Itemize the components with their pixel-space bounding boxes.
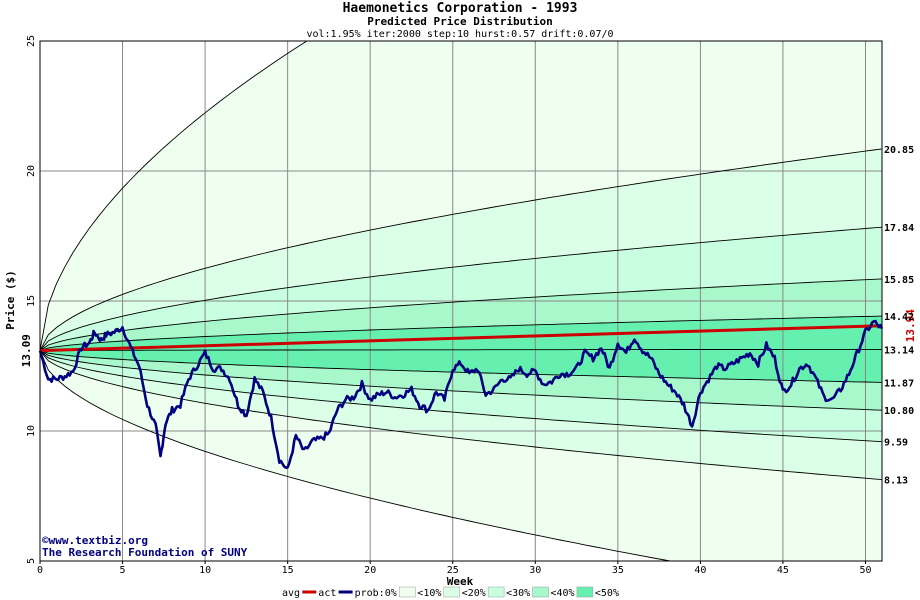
- x-tick-label: 20: [364, 565, 376, 576]
- legend-label: avg: [282, 588, 300, 599]
- band-value-label: 13.14: [884, 345, 914, 356]
- band-value-label: 10.80: [884, 406, 914, 417]
- percentile-curve: [40, 350, 882, 383]
- x-tick-label: 10: [199, 565, 211, 576]
- legend-swatch-box: [487, 586, 505, 598]
- chart-title: Haemonetics Corporation - 1993: [343, 1, 578, 16]
- y-axis-label: Price ($): [4, 270, 17, 330]
- legend-swatch-box: [399, 586, 416, 598]
- start-price-label: 13.09: [20, 334, 33, 367]
- credit-foundation: The Research Foundation of SUNY: [42, 546, 248, 559]
- band-value-label: 15.85: [884, 275, 914, 286]
- percentile-curve: [40, 348, 882, 352]
- band-value-label: 8.13: [884, 476, 908, 487]
- legend-label: act: [318, 588, 336, 599]
- probability-bands: [40, 41, 882, 561]
- percentile-curve: [40, 350, 882, 481]
- x-tick-label: 0: [37, 565, 43, 576]
- plot-frame: [39, 40, 883, 562]
- x-tick-label: 15: [282, 565, 294, 576]
- y-tick-label: 5: [26, 558, 37, 564]
- y-tick-label: 20: [26, 165, 37, 177]
- legend-label: <20%: [462, 588, 486, 599]
- percentile-curve: [40, 226, 882, 351]
- percentile-curve: [40, 315, 882, 352]
- band-value-labels: 20.85 17.84 15.85 14.42 13.14 11.87 10.80 9.59 8…: [884, 145, 914, 487]
- x-tick-label: 5: [120, 565, 126, 576]
- legend-swatch-box: [443, 586, 460, 598]
- percentile-curve: [40, 41, 308, 351]
- price-series: [38, 319, 884, 469]
- x-tick-label: 45: [777, 565, 789, 576]
- band-value-label: 9.59: [884, 438, 908, 449]
- legend-swatch-box: [532, 586, 549, 598]
- percentile-curve: [40, 148, 882, 351]
- percentile-curves: [40, 41, 882, 561]
- chart-subtitle: Predicted Price Distribution: [367, 15, 552, 28]
- percentile-curve: [40, 350, 673, 561]
- grid-lines: [40, 41, 882, 561]
- x-tick-label: 40: [694, 565, 706, 576]
- y-tick-label: 10: [26, 425, 37, 437]
- actual-price-line: [38, 319, 884, 469]
- percentile-curve: [40, 350, 882, 443]
- x-tick-label: 50: [859, 565, 871, 576]
- band-value-label: 17.84: [884, 223, 914, 234]
- credit-site: ©www.textbiz.org: [42, 534, 148, 547]
- legend: avg act prob:0% <10% <20% <30% <40% <50%: [282, 586, 619, 599]
- x-tick-label: 30: [529, 565, 541, 576]
- y-tick-label: 15: [26, 295, 37, 307]
- band-value-label: 11.87: [884, 378, 914, 389]
- band-value-label: 20.85: [884, 145, 914, 156]
- current-price-label: 13.94: [904, 309, 917, 342]
- avg-line: [39, 324, 883, 353]
- x-axis-label: Week: [447, 575, 474, 588]
- chart-params: vol:1.95% iter:2000 step:10 hurst:0.57 d…: [306, 29, 613, 40]
- legend-label: prob:0%: [355, 588, 397, 599]
- legend-swatch-box: [576, 586, 594, 598]
- band-value-label: 14.42: [884, 312, 914, 323]
- legend-label: <50%: [595, 588, 619, 599]
- legend-label: <30%: [506, 588, 530, 599]
- legend-label: <40%: [551, 588, 575, 599]
- percentile-curve: [40, 350, 882, 411]
- x-tick-label: 35: [612, 565, 624, 576]
- y-tick-label: 25: [26, 35, 37, 47]
- legend-label: <10%: [417, 588, 441, 599]
- percentile-curve: [40, 278, 882, 352]
- x-tick-label: 25: [447, 565, 459, 576]
